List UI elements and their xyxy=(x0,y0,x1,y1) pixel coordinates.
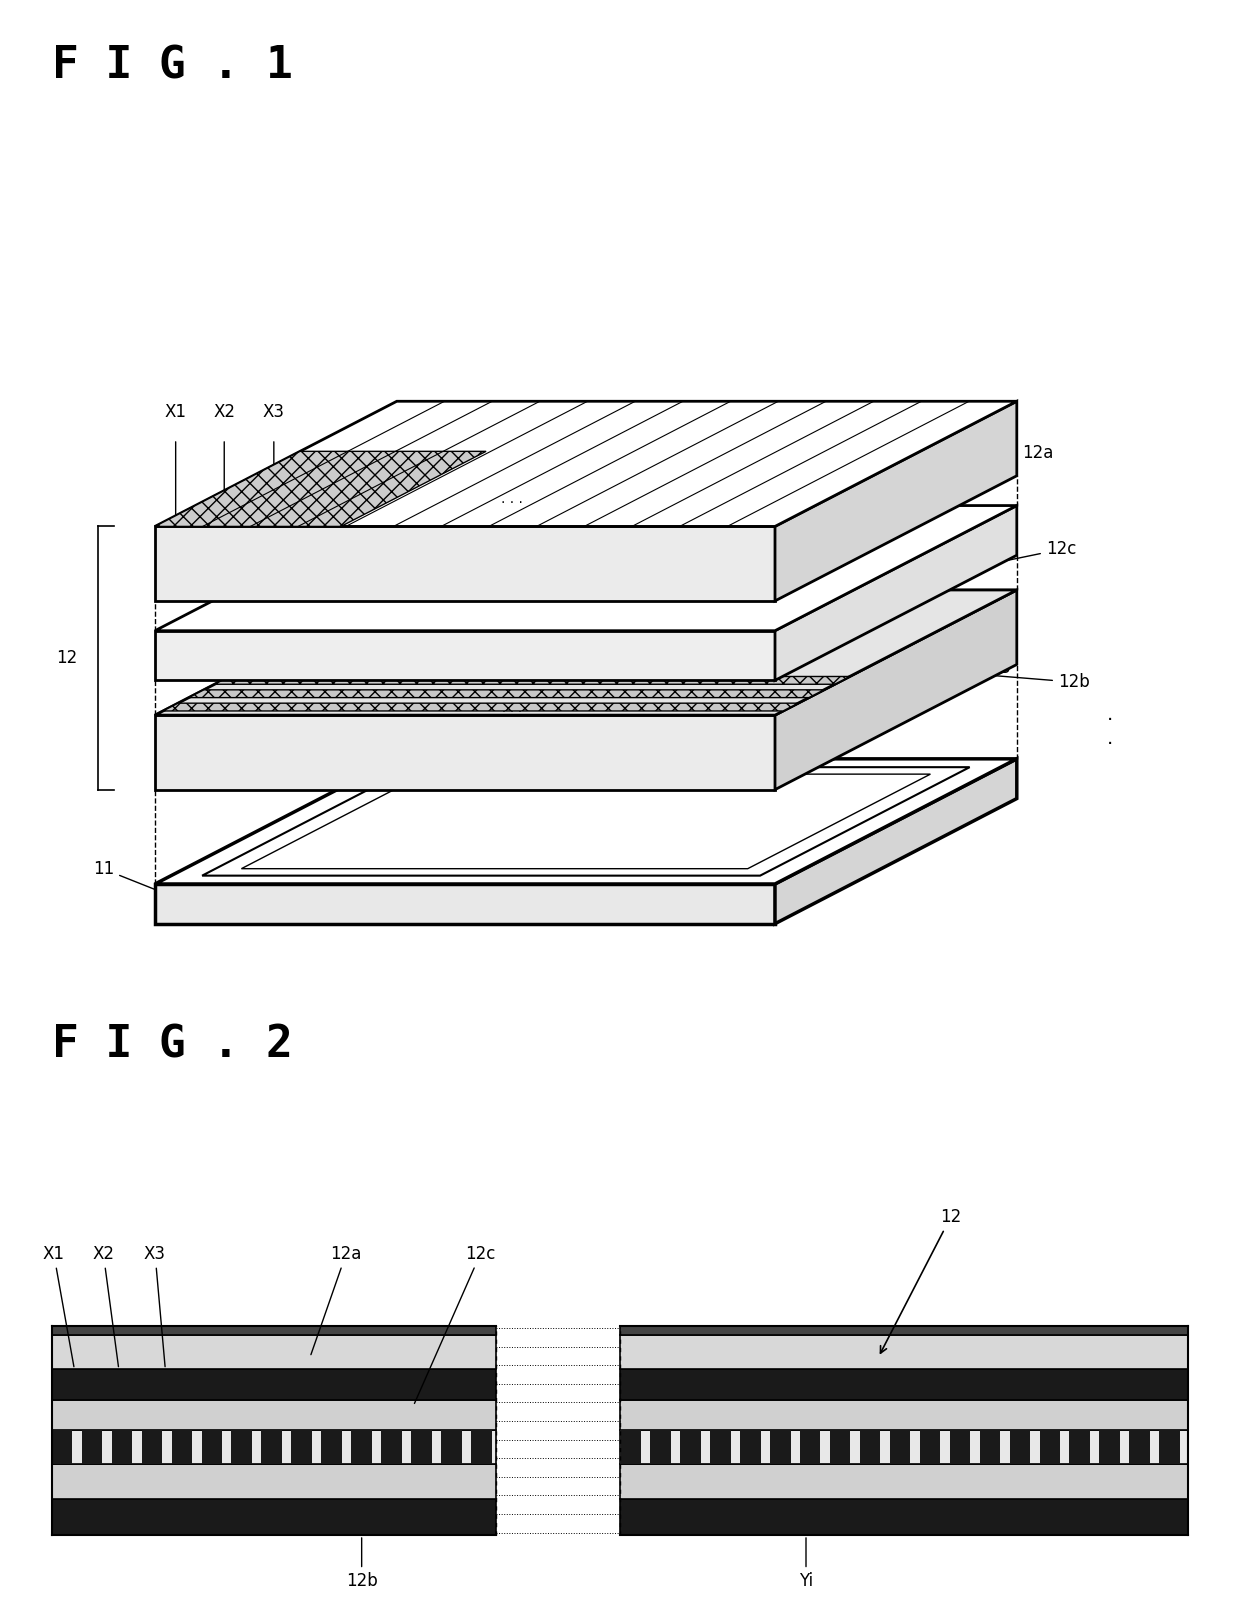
Text: 12: 12 xyxy=(57,649,78,666)
Polygon shape xyxy=(775,759,1017,924)
Text: 12b: 12b xyxy=(346,1538,377,1591)
Bar xyxy=(232,1431,252,1464)
Bar xyxy=(800,1431,821,1464)
Bar xyxy=(740,1431,760,1464)
Bar xyxy=(52,1325,496,1336)
Bar xyxy=(412,1431,432,1464)
Text: F I G . 2: F I G . 2 xyxy=(52,1024,293,1067)
Bar xyxy=(171,1431,192,1464)
Polygon shape xyxy=(164,703,799,711)
Text: .: . xyxy=(1106,705,1112,724)
Bar xyxy=(471,1431,492,1464)
Polygon shape xyxy=(155,400,1017,527)
Bar xyxy=(620,1400,1188,1431)
Bar xyxy=(112,1431,133,1464)
Bar xyxy=(620,1498,1188,1535)
Text: 12a: 12a xyxy=(311,1245,362,1355)
Polygon shape xyxy=(155,714,775,790)
Text: 12c: 12c xyxy=(944,540,1076,574)
Bar xyxy=(1100,1431,1120,1464)
Text: . . .: . . . xyxy=(501,702,522,714)
Polygon shape xyxy=(242,774,930,868)
Text: 11: 11 xyxy=(93,860,188,904)
Text: Y2: Y2 xyxy=(843,662,970,684)
Text: Y1: Y1 xyxy=(807,663,934,702)
Text: 12b: 12b xyxy=(955,673,1090,690)
Bar xyxy=(620,1431,641,1464)
Text: X1: X1 xyxy=(42,1245,74,1367)
Polygon shape xyxy=(155,884,775,924)
Bar xyxy=(441,1431,463,1464)
Text: . . .: . . . xyxy=(501,492,523,506)
Bar xyxy=(920,1431,940,1464)
Bar xyxy=(859,1431,880,1464)
Text: 12c: 12c xyxy=(414,1245,496,1403)
Bar xyxy=(52,1498,496,1535)
Bar xyxy=(950,1431,970,1464)
Text: X3: X3 xyxy=(144,1245,166,1367)
Bar xyxy=(620,1431,1188,1464)
Bar xyxy=(52,1336,496,1370)
Polygon shape xyxy=(188,690,823,697)
Text: 12: 12 xyxy=(880,1208,961,1354)
Bar xyxy=(1069,1431,1090,1464)
Text: X3: X3 xyxy=(263,404,285,421)
Polygon shape xyxy=(775,506,1017,681)
Polygon shape xyxy=(155,506,1017,631)
Bar xyxy=(830,1431,851,1464)
Bar xyxy=(52,1370,496,1400)
Bar xyxy=(680,1431,701,1464)
Text: 12a: 12a xyxy=(919,444,1053,487)
Bar xyxy=(141,1431,162,1464)
Text: X2: X2 xyxy=(92,1245,119,1367)
Polygon shape xyxy=(775,400,1017,601)
Bar xyxy=(620,1464,1188,1498)
Bar xyxy=(52,1431,496,1464)
Bar xyxy=(770,1431,791,1464)
Bar xyxy=(980,1431,1001,1464)
Bar xyxy=(889,1431,910,1464)
Bar xyxy=(1039,1431,1060,1464)
Text: Y3: Y3 xyxy=(884,658,1011,676)
Polygon shape xyxy=(155,527,775,601)
Bar xyxy=(1130,1431,1149,1464)
Bar xyxy=(650,1431,671,1464)
Bar xyxy=(620,1370,1188,1400)
Polygon shape xyxy=(155,452,486,527)
Text: .: . xyxy=(1106,729,1112,748)
Bar xyxy=(52,1464,496,1498)
Bar xyxy=(82,1431,102,1464)
Text: X1: X1 xyxy=(165,404,187,421)
Bar xyxy=(291,1431,312,1464)
Polygon shape xyxy=(215,676,849,684)
Polygon shape xyxy=(202,767,970,876)
Polygon shape xyxy=(155,631,775,681)
Polygon shape xyxy=(155,590,1017,714)
Text: F I G . 1: F I G . 1 xyxy=(52,45,293,88)
Text: Yi: Yi xyxy=(799,1538,813,1591)
Bar xyxy=(52,1431,72,1464)
Bar xyxy=(620,1336,1188,1370)
Bar xyxy=(1159,1431,1180,1464)
Bar xyxy=(262,1431,283,1464)
Bar xyxy=(620,1325,1188,1336)
Bar xyxy=(709,1431,730,1464)
Polygon shape xyxy=(155,590,1017,714)
Bar xyxy=(201,1431,222,1464)
Polygon shape xyxy=(155,759,1017,884)
Text: X2: X2 xyxy=(213,404,236,421)
Polygon shape xyxy=(775,590,1017,790)
Bar xyxy=(321,1431,342,1464)
Bar xyxy=(351,1431,372,1464)
Bar xyxy=(52,1400,496,1431)
Bar xyxy=(382,1431,402,1464)
Bar xyxy=(1009,1431,1030,1464)
